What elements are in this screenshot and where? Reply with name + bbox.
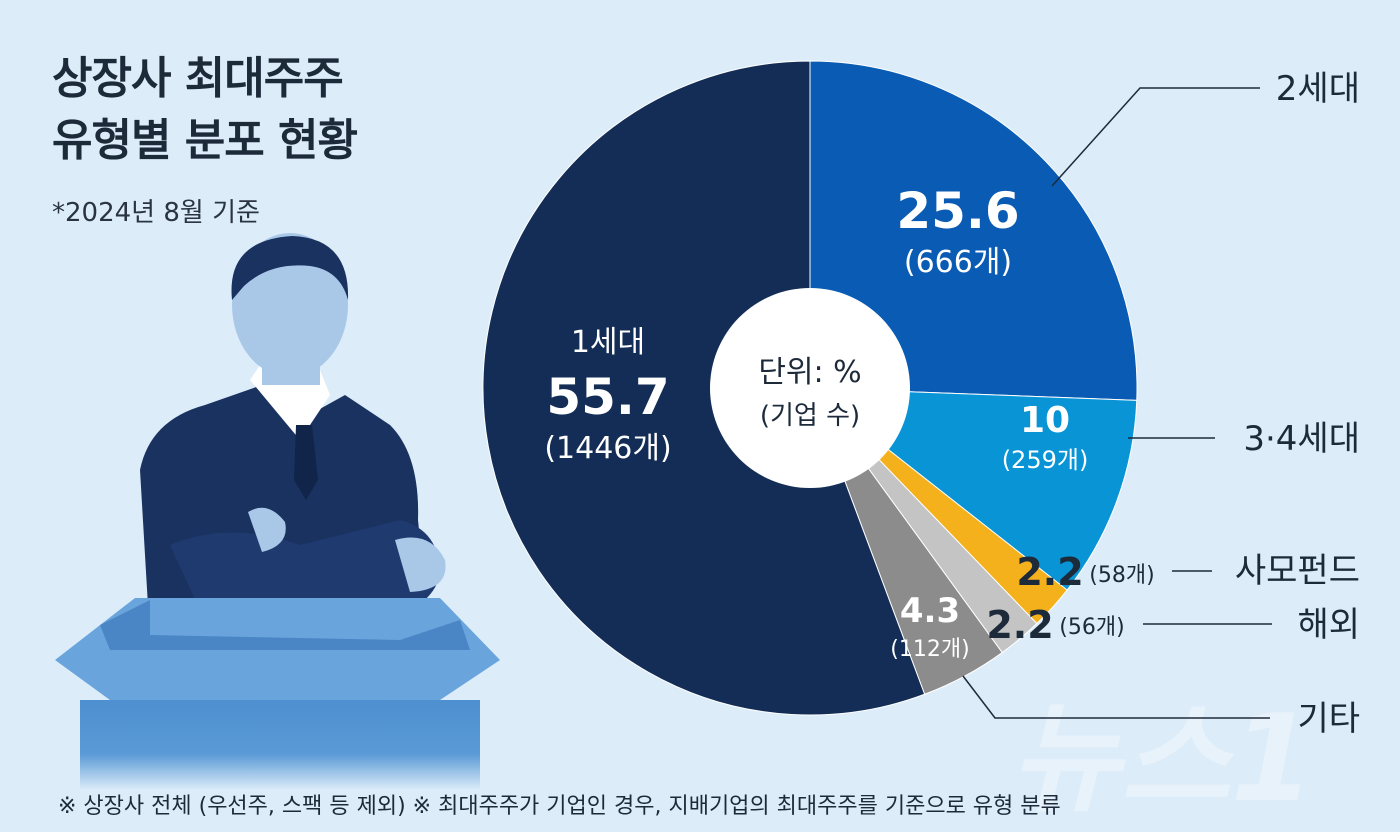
slice-1gen (482, 60, 926, 716)
center-hole (710, 288, 910, 488)
unit-label: 단위: % (758, 355, 861, 390)
podium-rim (100, 600, 470, 650)
hand-right (395, 537, 446, 592)
leader-2gen (1051, 87, 1260, 187)
leader-lines (962, 87, 1272, 719)
title-line-2: 유형별 분포 현황 (52, 115, 358, 166)
footnote: ※ 상장사 전체 (우선주, 스팩 등 제외) ※ 최대주주가 기업인 경우, … (58, 794, 1061, 819)
slice-value-34gen: 10 (1020, 400, 1070, 441)
chart-title: 상장사 최대주주 유형별 분포 현황 (52, 48, 358, 172)
hair (231, 236, 349, 300)
leader-other (962, 675, 1270, 719)
slice-count-1gen: (1446개) (544, 431, 671, 466)
slice-count-2gen: (666개) (904, 245, 1012, 280)
slice-value-fund: 2.2 (1016, 550, 1083, 594)
legend-other: 기타 (1297, 699, 1360, 739)
slice-count-34gen: (259개) (1002, 446, 1089, 474)
hand-left (248, 507, 286, 552)
slice-value-foreign: 2.2 (986, 603, 1053, 647)
podium-base (80, 700, 480, 790)
title-line-1: 상장사 최대주주 (52, 53, 344, 104)
slice-value-1gen: 55.7 (546, 368, 669, 426)
slice-value-other: 4.3 (900, 591, 960, 631)
slice-count-foreign: (56개) (1059, 615, 1124, 640)
slice-name-1gen: 1세대 (571, 325, 645, 360)
tie (294, 425, 318, 500)
legend-foreign: 해외 (1297, 605, 1360, 645)
reference-date: *2024년 8월 기준 (52, 198, 260, 228)
slice-2gen (809, 60, 1138, 401)
legend-34gen: 3·4세대 (1243, 419, 1360, 459)
slice-count-other: (112개) (890, 637, 969, 662)
count-unit-label: (기업 수) (760, 401, 860, 431)
slice-value-2gen: 25.6 (896, 182, 1019, 240)
crossed-arms (170, 520, 440, 615)
watermark-logo: 뉴스1 (1010, 690, 1314, 829)
legend-2gen: 2세대 (1276, 69, 1360, 109)
slice-count-fund: (58개) (1089, 563, 1154, 588)
legend-fund: 사모펀드 (1235, 551, 1360, 591)
